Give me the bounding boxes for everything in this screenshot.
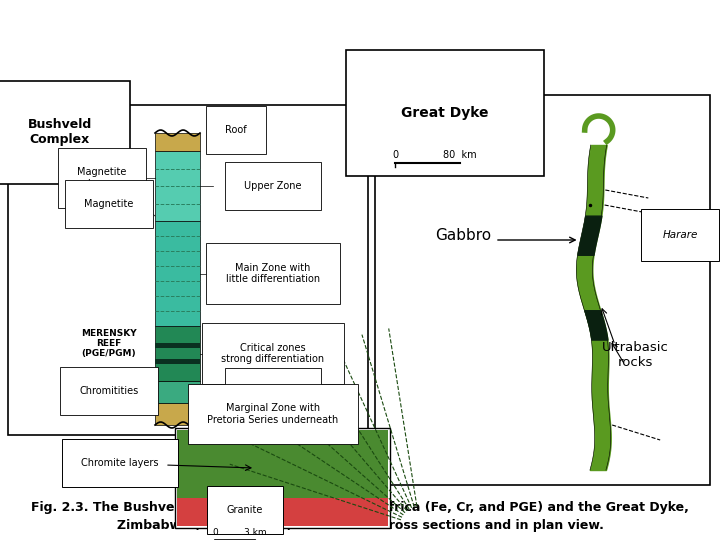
Text: Magnetite: Magnetite <box>84 199 134 209</box>
Bar <box>175 428 390 528</box>
Text: Lower Zone: Lower Zone <box>244 387 302 397</box>
Text: Main Zone with
little differentiation: Main Zone with little differentiation <box>226 262 320 284</box>
Text: Roof: Roof <box>225 125 247 135</box>
Bar <box>375 95 710 485</box>
Text: Upper Zone: Upper Zone <box>244 181 302 191</box>
Text: Fig. 2.3. The Bushveld ultrabasic complex, South Africa (Fe, Cr, and PGE) and th: Fig. 2.3. The Bushveld ultrabasic comple… <box>31 502 689 515</box>
Bar <box>155 151 200 221</box>
Text: 3 km: 3 km <box>243 528 266 537</box>
Text: Zimbabwe (Cr, PGE/PGM) in idealized cross sections and in plan view.: Zimbabwe (Cr, PGE/PGM) in idealized cros… <box>117 518 603 531</box>
Text: MERENSKY
REEF
(PGE/PGM): MERENSKY REEF (PGE/PGM) <box>81 329 137 359</box>
Text: Great Dyke: Great Dyke <box>401 106 489 120</box>
Bar <box>155 221 200 326</box>
Bar <box>8 105 368 435</box>
Text: 0: 0 <box>392 150 398 160</box>
Text: Critical zones
strong differentiation: Critical zones strong differentiation <box>222 343 325 364</box>
Text: Chromite layers: Chromite layers <box>81 458 158 468</box>
Bar <box>155 343 200 348</box>
Bar <box>155 403 200 425</box>
Bar <box>155 133 200 151</box>
Text: Bushveld
Complex: Bushveld Complex <box>28 118 92 146</box>
Text: Harare: Harare <box>662 230 698 240</box>
Bar <box>155 359 200 364</box>
Polygon shape <box>177 430 388 526</box>
Text: Gabbro: Gabbro <box>435 227 491 242</box>
Text: Granite: Granite <box>227 505 264 515</box>
Bar <box>155 381 200 403</box>
Polygon shape <box>177 430 388 498</box>
Text: Chromitities: Chromitities <box>79 386 139 396</box>
Text: 80  km: 80 km <box>444 150 477 160</box>
Text: Marginal Zone with
Pretoria Series underneath: Marginal Zone with Pretoria Series under… <box>207 403 338 425</box>
Text: 0: 0 <box>212 528 218 537</box>
Text: Magnetite
layers: Magnetite layers <box>77 167 127 189</box>
Text: Ultrabasic
rocks: Ultrabasic rocks <box>602 341 668 369</box>
Bar <box>155 326 200 381</box>
